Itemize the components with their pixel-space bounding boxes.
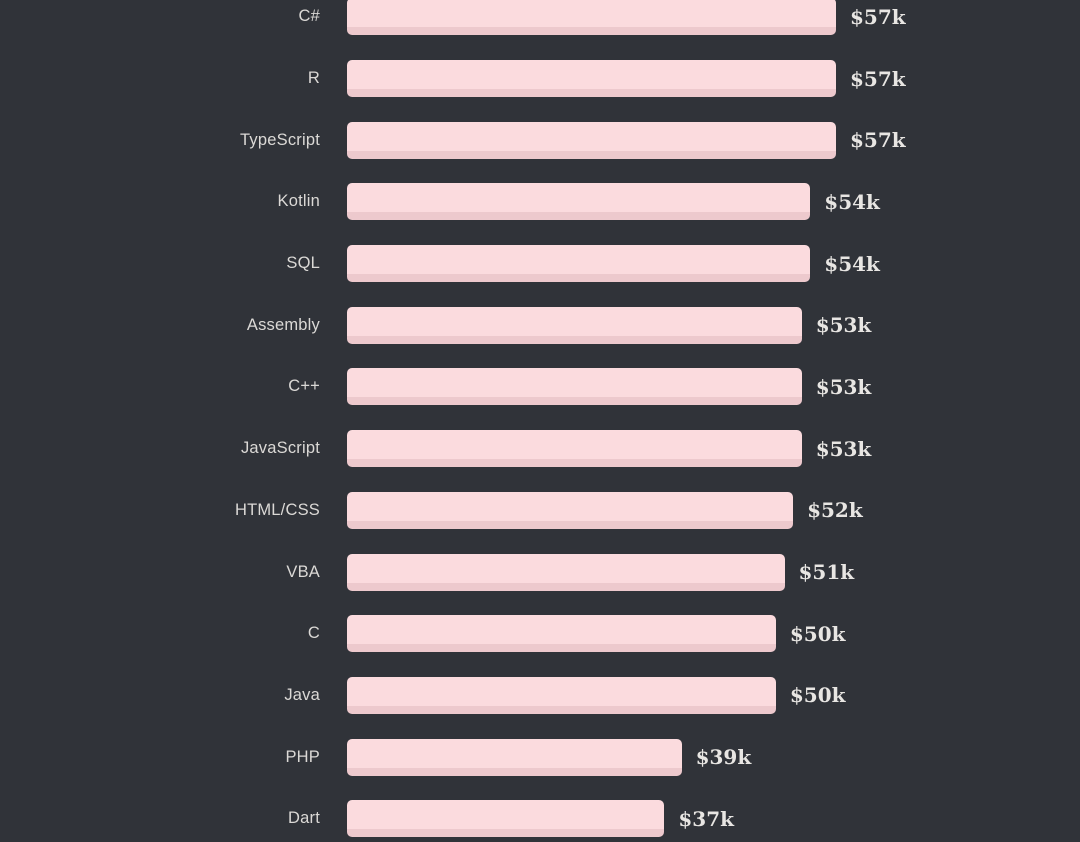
- category-label: Java: [284, 685, 320, 704]
- category-label: PHP: [285, 747, 320, 766]
- category-label: C#: [298, 7, 320, 26]
- category-label: HTML/CSS: [234, 500, 320, 519]
- category-label: Kotlin: [277, 192, 320, 211]
- chart-row: R $57k: [0, 48, 1080, 110]
- chart-row: C++ $53k: [0, 356, 1080, 418]
- bar: [347, 60, 836, 98]
- bar-area: $53k: [347, 306, 872, 344]
- value-label: $50k: [789, 683, 846, 708]
- chart-row: PHP $39k: [0, 726, 1080, 788]
- category-label: C: [307, 624, 320, 643]
- bar: [347, 430, 802, 468]
- value-label: $57k: [850, 66, 906, 91]
- bar: [347, 306, 802, 344]
- value-label: $39k: [695, 745, 752, 770]
- bar: [347, 553, 785, 591]
- bar: [347, 245, 811, 283]
- value-label: $37k: [678, 806, 734, 831]
- bar-area: $37k: [347, 800, 734, 838]
- chart-row: VBA $51k: [0, 541, 1080, 603]
- bar-area: $54k: [347, 183, 880, 221]
- category-label: TypeScript: [240, 130, 320, 149]
- bar: [347, 491, 794, 529]
- category-label: Assembly: [246, 315, 320, 334]
- value-label: $57k: [850, 128, 906, 153]
- value-label: $54k: [824, 251, 880, 276]
- bar: [347, 738, 682, 776]
- value-label: $52k: [807, 498, 863, 523]
- value-label: $57k: [850, 4, 906, 29]
- chart-row: TypeScript $57k: [0, 109, 1080, 171]
- chart-row: Kotlin $54k: [0, 171, 1080, 233]
- category-label: C++: [288, 377, 320, 396]
- chart-row: C# $57k: [0, 0, 1080, 48]
- value-label: $53k: [815, 313, 872, 338]
- bar-area: $52k: [347, 491, 863, 529]
- bar-area: $57k: [347, 121, 906, 159]
- bar: [347, 183, 811, 221]
- chart-row: C $50k: [0, 603, 1080, 665]
- bar-area: $50k: [347, 676, 846, 714]
- value-label: $51k: [798, 560, 855, 585]
- bar: [347, 0, 836, 36]
- chart-row: Dart $37k: [0, 788, 1080, 842]
- bar-area: $39k: [347, 738, 752, 776]
- chart-row: SQL $54k: [0, 233, 1080, 295]
- chart-row: Java $50k: [0, 665, 1080, 727]
- category-label: SQL: [286, 254, 320, 273]
- bar: [347, 800, 665, 838]
- bar-area: $53k: [347, 430, 872, 468]
- bar: [347, 676, 776, 714]
- bar-area: $50k: [347, 615, 846, 653]
- chart-row: HTML/CSS $52k: [0, 480, 1080, 542]
- chart-row: Assembly $53k: [0, 294, 1080, 356]
- value-label: $54k: [824, 189, 880, 214]
- bar-area: $53k: [347, 368, 872, 406]
- bar: [347, 615, 776, 653]
- category-label: Dart: [288, 809, 320, 828]
- chart-row: JavaScript $53k: [0, 418, 1080, 480]
- bar: [347, 121, 836, 159]
- category-label: R: [307, 69, 320, 88]
- bar-area: $54k: [347, 245, 880, 283]
- bar-area: $57k: [347, 0, 906, 36]
- value-label: $50k: [789, 621, 846, 646]
- value-label: $53k: [815, 436, 872, 461]
- bar: [347, 368, 802, 406]
- bar-area: $51k: [347, 553, 855, 591]
- value-label: $53k: [815, 374, 872, 399]
- bar-area: $57k: [347, 60, 906, 98]
- category-label: VBA: [286, 562, 320, 581]
- category-label: JavaScript: [240, 439, 320, 458]
